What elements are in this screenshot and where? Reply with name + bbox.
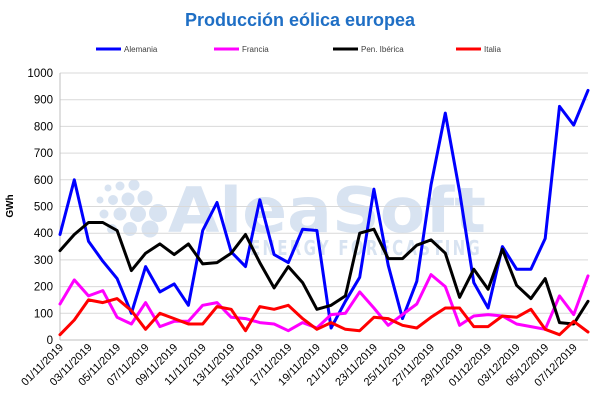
- watermark-name: AleaSoft: [168, 174, 486, 247]
- y-tick-label: 800: [34, 121, 53, 133]
- legend-label-italia: Italia: [484, 45, 501, 54]
- legend-label-alemania: Alemania: [124, 45, 158, 54]
- series-line-pen-iberica: [58, 221, 590, 326]
- series-line-italia: [58, 297, 590, 337]
- y-tick-label: 0: [47, 335, 53, 347]
- y-tick-label: 300: [34, 255, 53, 267]
- series-lines: [58, 88, 590, 337]
- aleasoft-logo-dots-icon: [96, 179, 167, 238]
- y-tick-label: 400: [34, 228, 53, 240]
- y-tick-label: 200: [34, 282, 53, 294]
- chart-title: Producción eólica europea: [185, 10, 416, 30]
- legend-label-francia: Francia: [242, 45, 269, 54]
- legend-label-pen-iberica: Pen. Ibérica: [361, 45, 404, 54]
- y-tick-label: 500: [34, 202, 53, 214]
- series-line-francia: [58, 273, 590, 333]
- y-tick-label: 600: [34, 175, 53, 187]
- y-axis-label: GWh: [5, 194, 16, 217]
- axes: [59, 73, 588, 341]
- legend: Alemania Francia Pen. Ibérica Italia: [96, 45, 501, 54]
- grid: [60, 72, 588, 314]
- y-tick-label: 700: [34, 148, 53, 160]
- y-tick-label: 100: [34, 308, 53, 320]
- y-tick-labels: 0 100 200 300 400 500 600 700 800 900 1000: [27, 68, 53, 347]
- y-tick-label: 1000: [27, 68, 53, 80]
- y-tick-label: 900: [34, 95, 53, 107]
